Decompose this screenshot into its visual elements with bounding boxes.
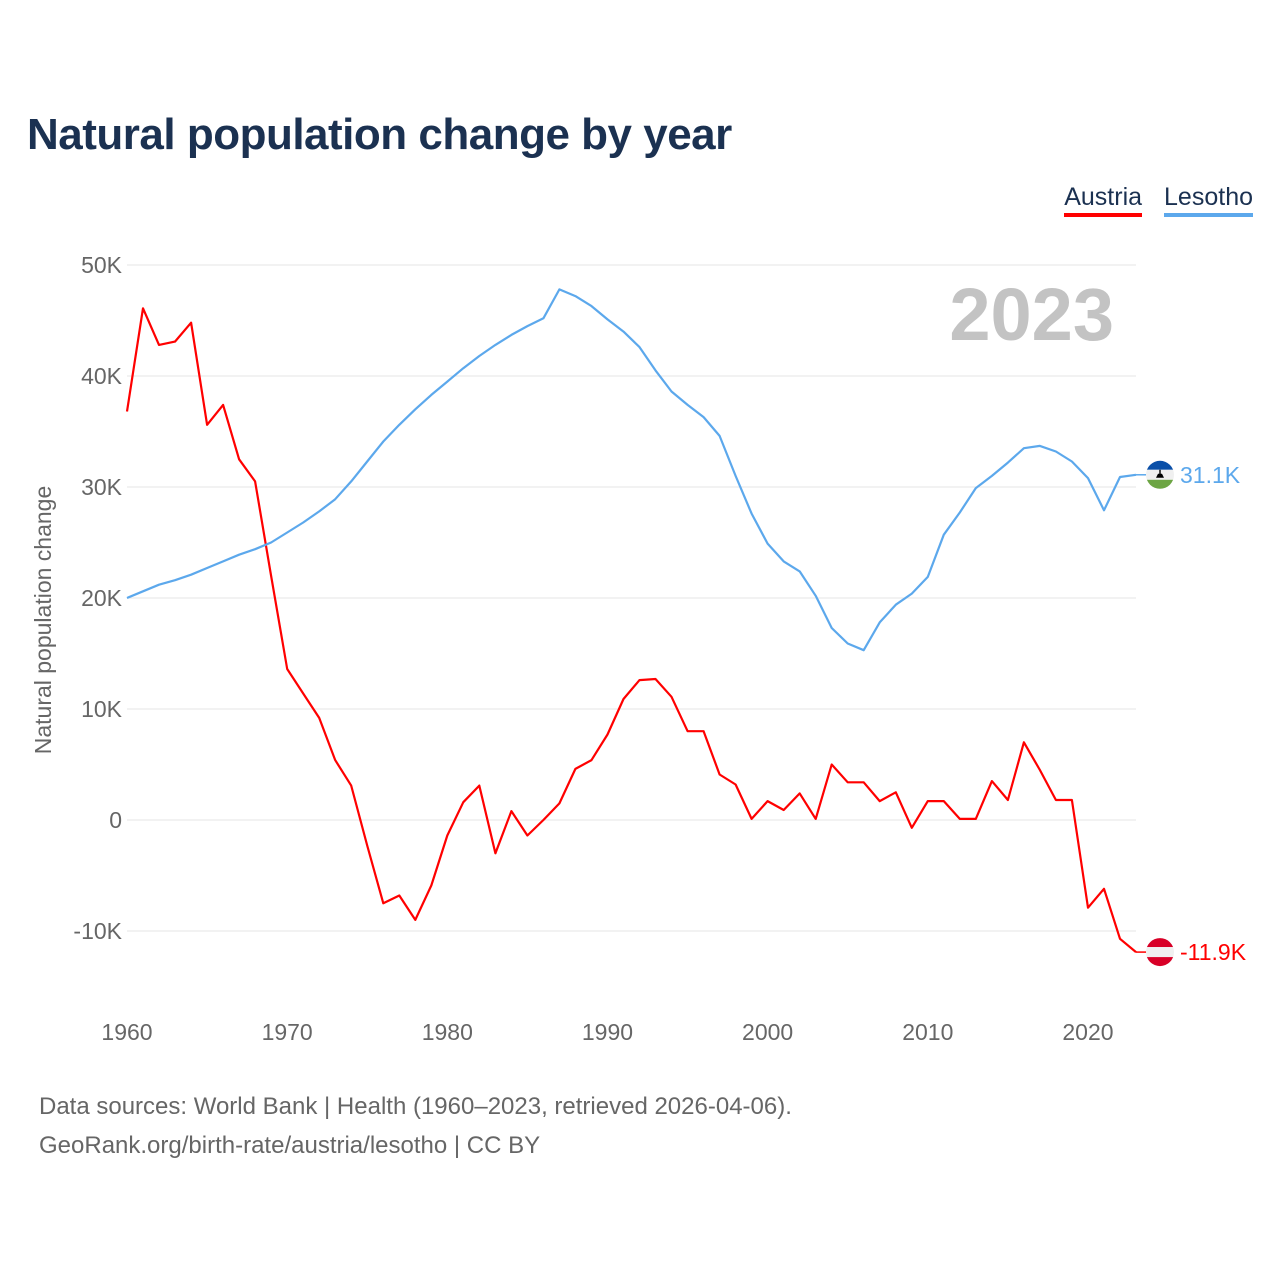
y-tick-label: 20K — [81, 585, 123, 611]
footer-sources: Data sources: World Bank | Health (1960–… — [39, 1093, 792, 1120]
footer-url: GeoRank.org/birth-rate/austria/lesotho |… — [39, 1132, 541, 1159]
chart-title: Natural population change by year — [27, 110, 732, 159]
y-tick-label: 10K — [81, 696, 123, 722]
footer: Data sources: World Bank | Health (1960–… — [39, 1087, 792, 1165]
series-line-lesotho — [126, 288, 1137, 652]
x-tick-label: 1990 — [582, 1019, 633, 1045]
x-tick-label: 2010 — [902, 1019, 953, 1045]
series-line-austria — [125, 307, 1137, 953]
end-value-label: 31.1K — [1180, 462, 1241, 488]
y-axis-label: Natural population change — [30, 486, 56, 755]
y-tick-label: -10K — [73, 918, 122, 944]
legend-austria[interactable]: Austria — [1064, 183, 1143, 217]
end-value-label: -11.9K — [1180, 939, 1247, 965]
x-tick-label: 1980 — [422, 1019, 473, 1045]
y-tick-label: 0 — [109, 807, 122, 833]
y-tick-label: 40K — [81, 363, 123, 389]
x-tick-label: 2020 — [1062, 1019, 1113, 1045]
x-tick-label: 1970 — [262, 1019, 313, 1045]
flag-lesotho-icon — [1146, 460, 1174, 489]
legend-lesotho[interactable]: Lesotho — [1164, 183, 1253, 217]
legend: Austria Lesotho — [1064, 183, 1253, 217]
year-overlay: 2023 — [949, 273, 1114, 356]
flag-austria-icon — [1146, 938, 1174, 967]
x-tick-label: 2000 — [742, 1019, 793, 1045]
y-tick-label: 50K — [81, 252, 123, 278]
x-tick-label: 1960 — [101, 1019, 152, 1045]
y-tick-label: 30K — [81, 474, 123, 500]
